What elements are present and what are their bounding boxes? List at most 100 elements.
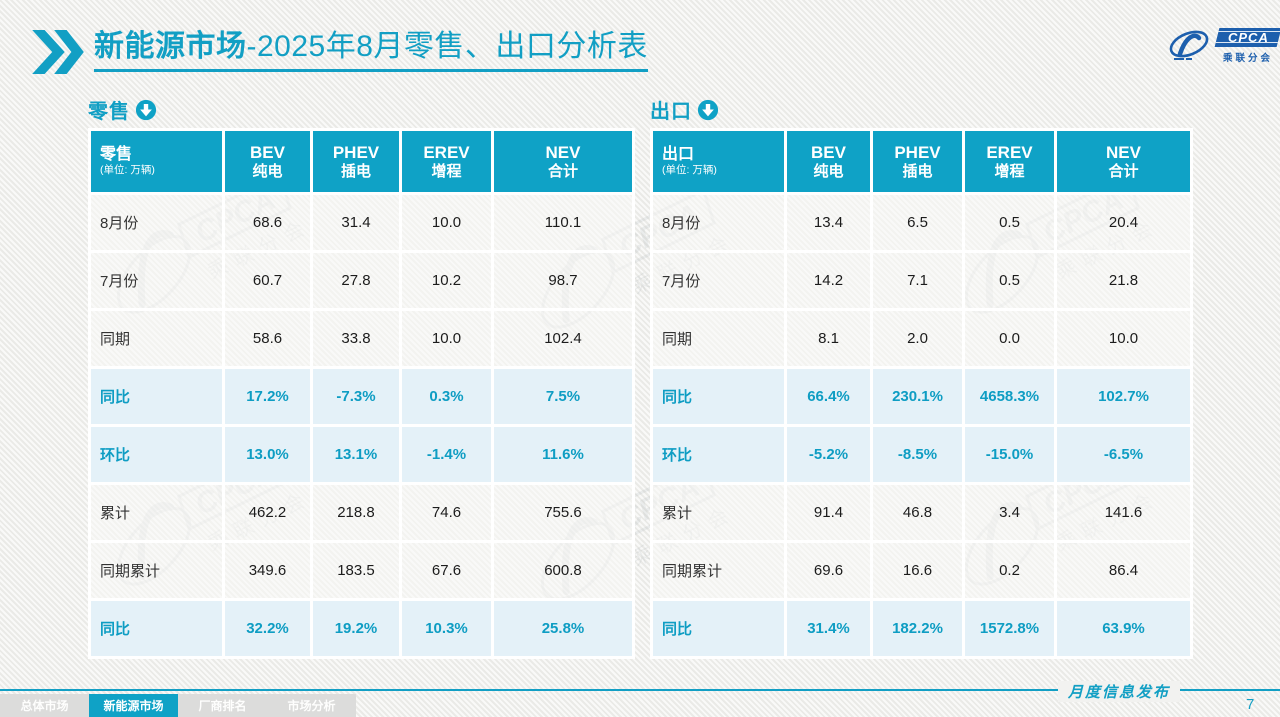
table-cell: 10.3%: [399, 598, 494, 659]
table-corner-header: 出口 (单位: 万辆): [650, 128, 787, 195]
table-cell: 102.4: [491, 308, 635, 369]
table-cell: 218.8: [310, 482, 402, 543]
table-cell: 7.1: [870, 250, 965, 311]
table-row: 累计 462.2 218.8 74.6 755.6: [88, 482, 635, 543]
footer-tab-市场分析[interactable]: 市场分析: [287, 699, 336, 713]
table-row: 8月份 13.4 6.5 0.5 20.4: [650, 192, 1193, 253]
table-row: 8月份 68.6 31.4 10.0 110.1: [88, 192, 635, 253]
table-cell: 183.5: [310, 540, 402, 601]
table-row: 同期 8.1 2.0 0.0 10.0: [650, 308, 1193, 369]
table-row: 7月份 14.2 7.1 0.5 21.8: [650, 250, 1193, 311]
chevron-double-icon: [32, 30, 84, 74]
table-cell: 6.5: [870, 192, 965, 253]
table-cell: 27.8: [310, 250, 402, 311]
table-cell: 4658.3%: [962, 366, 1057, 427]
section-label-retail: 零售: [88, 96, 635, 123]
header-row: 出口 (单位: 万辆) BEV 纯电 PHEV 插电 EREV 增程 NEV 合计: [650, 128, 1193, 195]
row-label: 累计: [88, 482, 225, 543]
footer-tab-厂商排名[interactable]: 厂商排名: [198, 699, 247, 713]
table-cell: 10.0: [1054, 308, 1193, 369]
table-cell: 58.6: [222, 308, 313, 369]
table-cell: -1.4%: [399, 424, 494, 485]
table-cell: 8.1: [784, 308, 873, 369]
table-cell: 25.8%: [491, 598, 635, 659]
row-label: 同比: [88, 598, 225, 659]
table-cell: 102.7%: [1054, 366, 1193, 427]
column-header: EREV 增程: [399, 128, 494, 195]
table-row: 同比 66.4% 230.1% 4658.3% 102.7%: [650, 366, 1193, 427]
table-cell: 462.2: [222, 482, 313, 543]
table-row: 同期累计 69.6 16.6 0.2 86.4: [650, 540, 1193, 601]
row-label: 同比: [650, 598, 787, 659]
table-cell: 16.6: [870, 540, 965, 601]
footer-divider: [0, 689, 1280, 691]
table-cell: 66.4%: [784, 366, 873, 427]
page-title: 新能源市场-2025年8月零售、出口分析表: [94, 30, 648, 72]
footer-tab-bar: 总体市场 新能源市场 厂商排名 市场分析: [0, 694, 356, 717]
cpca-logo: CPCA 乘联分会: [1168, 28, 1280, 64]
table-cell: 0.5: [962, 250, 1057, 311]
row-label: 8月份: [88, 192, 225, 253]
column-header: NEV 合计: [1054, 128, 1193, 195]
row-label: 同比: [88, 366, 225, 427]
table-cell: 63.9%: [1054, 598, 1193, 659]
table-row: 同比 17.2% -7.3% 0.3% 7.5%: [88, 366, 635, 427]
table-cell: -15.0%: [962, 424, 1057, 485]
export-section: 出口 出口 (单位: 万辆) BEV 纯电 PHEV 插电 EREV 增程 NEV 合计 8月份 13…: [650, 96, 1193, 659]
row-label: 同期: [650, 308, 787, 369]
row-label: 同期累计: [650, 540, 787, 601]
column-header: PHEV 插电: [310, 128, 402, 195]
table-cell: 33.8: [310, 308, 402, 369]
column-header: BEV 纯电: [784, 128, 873, 195]
table-cell: 17.2%: [222, 366, 313, 427]
table-cell: 19.2%: [310, 598, 402, 659]
table-cell: 10.0: [399, 192, 494, 253]
page-title-strong: 新能源市场: [94, 30, 247, 63]
table-cell: 7.5%: [491, 366, 635, 427]
row-label: 同期: [88, 308, 225, 369]
table-cell: 32.2%: [222, 598, 313, 659]
column-header: BEV 纯电: [222, 128, 313, 195]
section-label-export: 出口: [650, 96, 1193, 123]
table-cell: 349.6: [222, 540, 313, 601]
row-label: 同期累计: [88, 540, 225, 601]
table-cell: 10.2: [399, 250, 494, 311]
header-row: 零售 (单位: 万辆) BEV 纯电 PHEV 插电 EREV 增程 NEV 合计: [88, 128, 635, 195]
table-cell: 2.0: [870, 308, 965, 369]
table-cell: 60.7: [222, 250, 313, 311]
table-cell: 21.8: [1054, 250, 1193, 311]
table-cell: 110.1: [491, 192, 635, 253]
page-header: 新能源市场-2025年8月零售、出口分析表: [32, 30, 648, 74]
table-corner-header: 零售 (单位: 万辆): [88, 128, 225, 195]
table-row: 环比 -5.2% -8.5% -15.0% -6.5%: [650, 424, 1193, 485]
row-label: 环比: [650, 424, 787, 485]
table-cell: 31.4: [310, 192, 402, 253]
table-cell: 141.6: [1054, 482, 1193, 543]
row-label: 8月份: [650, 192, 787, 253]
footer-tab-新能源市场[interactable]: 新能源市场: [89, 694, 178, 717]
table-cell: 14.2: [784, 250, 873, 311]
export-table: 出口 (单位: 万辆) BEV 纯电 PHEV 插电 EREV 增程 NEV 合计 8月份 13.4 6…: [650, 128, 1193, 659]
table-cell: 0.5: [962, 192, 1057, 253]
table-cell: 0.2: [962, 540, 1057, 601]
footer-tab-总体市场[interactable]: 总体市场: [20, 699, 69, 713]
table-cell: 0.3%: [399, 366, 494, 427]
table-cell: -5.2%: [784, 424, 873, 485]
table-row: 环比 13.0% 13.1% -1.4% 11.6%: [88, 424, 635, 485]
table-cell: 13.0%: [222, 424, 313, 485]
down-arrow-icon: [697, 99, 719, 121]
table-cell: 69.6: [784, 540, 873, 601]
logo-acronym: CPCA: [1227, 30, 1269, 45]
table-cell: 67.6: [399, 540, 494, 601]
table-cell: 13.1%: [310, 424, 402, 485]
table-cell: -6.5%: [1054, 424, 1193, 485]
row-label: 累计: [650, 482, 787, 543]
table-cell: 68.6: [222, 192, 313, 253]
table-cell: 0.0: [962, 308, 1057, 369]
retail-section: 零售 零售 (单位: 万辆) BEV 纯电 PHEV 插电 EREV 增程 NEV 合计 8月份 68…: [88, 96, 635, 659]
footer-caption: 月度信息发布: [1058, 681, 1181, 702]
table-cell: 86.4: [1054, 540, 1193, 601]
row-label: 7月份: [88, 250, 225, 311]
table-cell: 98.7: [491, 250, 635, 311]
table-row: 7月份 60.7 27.8 10.2 98.7: [88, 250, 635, 311]
